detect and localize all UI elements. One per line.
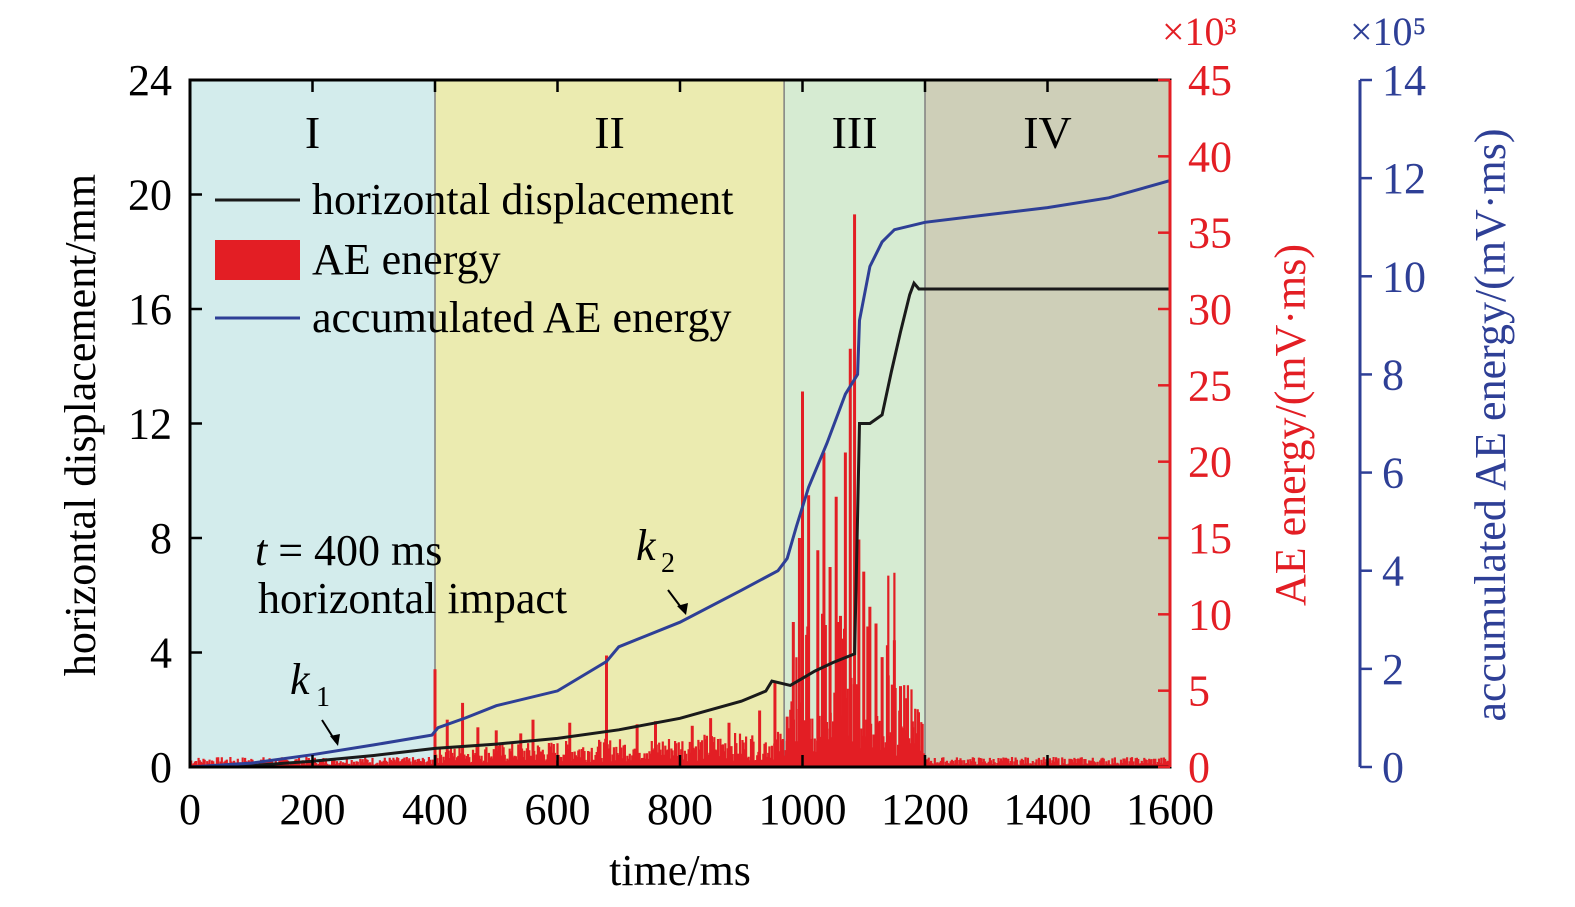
legend-label-accumulated: accumulated AE energy: [312, 293, 731, 342]
impact-annotation-text: horizontal impact: [258, 574, 567, 623]
axis-labels: time/ms horizontal displacement/mm AE en…: [56, 9, 1515, 895]
impact-annotation-time: t = 400 ms: [255, 526, 442, 575]
y-right2-tick-label-1: 2: [1382, 645, 1404, 694]
k1-subscript: 1: [316, 682, 330, 713]
x-tick-label-5: 1000: [759, 785, 847, 834]
y-right1-tick-label-2: 10: [1188, 590, 1232, 639]
y-left-tick-label-3: 12: [128, 400, 172, 449]
y-right1-tick-label-5: 25: [1188, 361, 1232, 410]
y-right2-tick-label-5: 10: [1382, 252, 1426, 301]
displacement-line: [189, 280, 1170, 769]
legend-label-ae-energy: AE energy: [312, 235, 501, 284]
stage-label-2: II: [594, 107, 625, 158]
x-axis-label: time/ms: [609, 846, 751, 895]
y-right1-multiplier: ×10³: [1162, 9, 1237, 54]
y-right1-tick-label-6: 30: [1188, 285, 1232, 334]
x-tick-label-2: 400: [402, 785, 468, 834]
y-right2-tick-label-7: 14: [1382, 56, 1426, 105]
x-tick-label-4: 800: [647, 785, 713, 834]
x-tick-label-8: 1600: [1126, 785, 1214, 834]
y-left-tick-label-4: 16: [128, 285, 172, 334]
y-right2-axis-label: accumulated AE energy/(mV·ms): [1466, 129, 1515, 722]
k2-arrowhead: [677, 603, 688, 615]
x-tick-label-1: 200: [280, 785, 346, 834]
accumulated-ae-line: [189, 179, 1171, 769]
k1-annotation: k 1: [290, 655, 340, 746]
y-right1-axis-label: AE energy/(mV·ms): [1266, 244, 1315, 606]
y-right2-tick-label-6: 12: [1382, 154, 1426, 203]
y-right2-tick-label-3: 6: [1382, 449, 1404, 498]
legend-label-displacement: horizontal displacement: [312, 175, 734, 224]
stage-region-4: [925, 80, 1170, 767]
y-left-tick-label-6: 24: [128, 56, 172, 105]
k2-label: k: [636, 521, 657, 570]
y-right1-tick-label-1: 5: [1188, 667, 1210, 716]
stage-label-1: I: [305, 107, 320, 158]
annotations: t = 400 ms horizontal impact k 1 k 2: [255, 521, 688, 746]
y-left-tick-label-5: 20: [128, 171, 172, 220]
y-right1-tick-label-8: 40: [1188, 132, 1232, 181]
x-tick-label-7: 1400: [1004, 785, 1092, 834]
line-series: [189, 179, 1171, 769]
legend-swatch-ae-energy: [215, 240, 300, 280]
legend: horizontal displacement AE energy accumu…: [215, 175, 734, 342]
y-right1-tick-label-7: 35: [1188, 209, 1232, 258]
k1-label: k: [290, 655, 311, 704]
y-right1-tick-label-9: 45: [1188, 56, 1232, 105]
stage-label-4: IV: [1023, 107, 1072, 158]
k2-annotation: k 2: [636, 521, 688, 615]
y-left-tick-label-2: 8: [150, 514, 172, 563]
k2-subscript: 2: [661, 548, 675, 579]
y-right2-tick-label-2: 4: [1382, 547, 1404, 596]
y-left-tick-label-0: 0: [150, 743, 172, 792]
y-left-axis-label: horizontal displacement/mm: [56, 174, 105, 676]
y-right2-tick-label-4: 8: [1382, 350, 1404, 399]
x-tick-label-0: 0: [179, 785, 201, 834]
y-right1-tick-label-0: 0: [1188, 743, 1210, 792]
y-right1-tick-label-3: 15: [1188, 514, 1232, 563]
x-tick-label-6: 1200: [881, 785, 969, 834]
y-right1-tick-label-4: 20: [1188, 438, 1232, 487]
axes: 0 200 400 600 800 1000 1200 1400 160004812162024…: [128, 56, 1426, 834]
x-tick-label-3: 600: [525, 785, 591, 834]
y-left-tick-label-1: 4: [150, 629, 172, 678]
k1-arrowhead: [330, 734, 340, 746]
stage-region-1: [190, 80, 435, 767]
stage-region-2: [435, 80, 785, 767]
y-right2-multiplier: ×10⁵: [1350, 9, 1427, 54]
y-right2-tick-label-0: 0: [1382, 743, 1404, 792]
stage-label-3: III: [832, 107, 878, 158]
